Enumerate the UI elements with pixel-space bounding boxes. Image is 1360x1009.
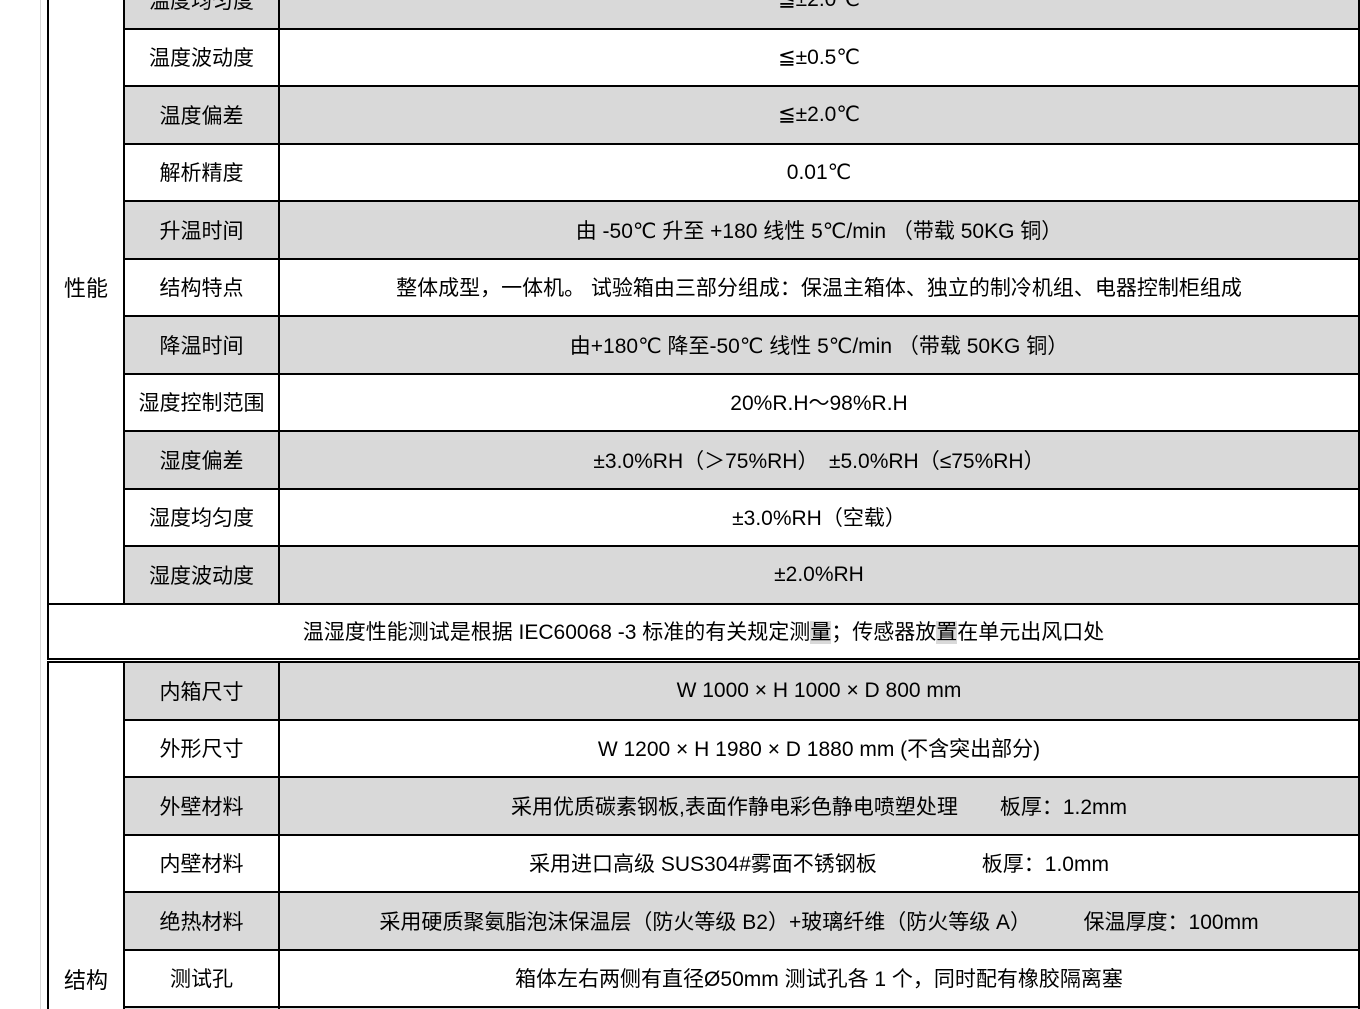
spec-row-value: 采用优质碳素钢板,表面作静电彩色静电喷塑处理 板厚：1.2mm <box>278 776 1360 836</box>
spec-row-label: 湿度波动度 <box>123 545 280 605</box>
note-text: 在单元出风口处 <box>957 621 1105 644</box>
spec-row-label: 绝热材料 <box>123 891 280 951</box>
table-row: 外形尺寸 W 1200 × H 1980 × D 1880 mm (不含突出部分) <box>48 718 1360 778</box>
spec-row-label: 测试孔 <box>123 948 280 1008</box>
performance-spec-table: 性能温度均匀度≦±2.0℃温度波动度≦±0.5℃温度偏差≦±2.0℃解析精度0.… <box>47 0 1360 660</box>
table-row: 测试孔 箱体左右两侧有直径Ø50mm 测试孔各 1 个，同时配有橡胶隔离塞 <box>48 948 1360 1008</box>
spec-row-label: 温度偏差 <box>123 85 280 145</box>
note-cell: 温湿度性能测试是根据 IEC60068 -3 标准的有关规定测量；传感器放置在单… <box>47 602 1360 660</box>
note-text: ；传感器放 <box>831 621 937 644</box>
table-row: 降温时间 由+180℃ 降至-50℃ 线性 5℃/min （带载 50KG 铜） <box>48 315 1360 375</box>
spec-row-value: 采用进口高级 SUS304#雾面不锈钢板 板厚：1.0mm <box>278 833 1360 893</box>
note-row: 温湿度性能测试是根据 IEC60068 -3 标准的有关规定测量；传感器放置在单… <box>47 602 1360 660</box>
table-row <box>48 1006 1360 1009</box>
spec-row-value: W 1000 × H 1000 × D 800 mm <box>278 661 1360 721</box>
table-row: 温度波动度 ≦±0.5℃ <box>48 27 1360 87</box>
spec-row-value: ≦±0.5℃ <box>278 27 1360 87</box>
spec-row-label: 外形尺寸 <box>123 718 280 778</box>
table-row: 湿度均匀度 ±3.0%RH（空载） <box>48 487 1360 547</box>
category-cell: 结构 <box>47 661 125 1009</box>
spec-row-value: W 1200 × H 1980 × D 1880 mm (不含突出部分) <box>278 718 1360 778</box>
spec-row-label: 湿度均匀度 <box>123 487 280 547</box>
spec-row-label: 解析精度 <box>123 142 280 202</box>
note-highlighted-char: 量 <box>810 621 832 644</box>
note-highlighted-char: 置 <box>936 621 958 644</box>
category-label: 性能 <box>63 276 108 302</box>
spec-row-value: 0.01℃ <box>278 142 1360 202</box>
spec-row-value: 整体成型，一体机。 试验箱由三部分组成：保温主箱体、独立的制冷机组、电器控制柜组… <box>278 257 1360 317</box>
spec-row-label: 降温时间 <box>123 315 280 375</box>
table-row: 内壁材料 采用进口高级 SUS304#雾面不锈钢板 板厚：1.0mm <box>48 833 1360 893</box>
table-row: 温度偏差 ≦±2.0℃ <box>48 85 1360 145</box>
spec-row-label: 湿度偏差 <box>123 430 280 490</box>
spec-row-label: 结构特点 <box>123 257 280 317</box>
table-row: 湿度控制范围 20%R.H～98%R.H <box>48 372 1360 432</box>
spec-row-value: ±3.0%RH（空载） <box>278 487 1360 547</box>
spec-row-value: ≦±2.0℃ <box>278 0 1360 30</box>
table-row: 解析精度 0.01℃ <box>48 142 1360 202</box>
table-row: 湿度偏差 ±3.0%RH（＞75%RH） ±5.0%RH（≤75%RH） <box>48 430 1360 490</box>
spec-row-value: 箱体左右两侧有直径Ø50mm 测试孔各 1 个，同时配有橡胶隔离塞 <box>278 948 1360 1008</box>
spec-row-label: 升温时间 <box>123 200 280 260</box>
spec-row-value: ≦±2.0℃ <box>278 85 1360 145</box>
table-row: 外壁材料 采用优质碳素钢板,表面作静电彩色静电喷塑处理 板厚：1.2mm <box>48 776 1360 836</box>
structure-spec-table: 结构 内箱尺寸 W 1000 × H 1000 × D 800 mm 外形尺寸 W 12… <box>47 661 1360 1009</box>
spec-row-value: 20%R.H～98%R.H <box>278 372 1360 432</box>
category-label: 结构 <box>63 968 108 993</box>
spec-row-label: 温度均匀度 <box>123 0 280 30</box>
spec-row-value: 由 -50℃ 升至 +180 线性 5℃/min （带载 50KG 铜） <box>278 200 1360 260</box>
table-row: 湿度波动度 ±2.0%RH <box>48 545 1360 605</box>
table-row: 升温时间由 -50℃ 升至 +180 线性 5℃/min （带载 50KG 铜） <box>48 200 1360 260</box>
spec-row-value <box>278 1006 1360 1009</box>
spec-row-label: 湿度控制范围 <box>123 372 280 432</box>
table-row: 结构特点 整体成型，一体机。 试验箱由三部分组成：保温主箱体、独立的制冷机组、电器… <box>48 257 1360 317</box>
spec-row-value: ±3.0%RH（＞75%RH） ±5.0%RH（≤75%RH） <box>278 430 1360 490</box>
spec-row-label: 内箱尺寸 <box>123 661 280 721</box>
spec-row-value: 由+180℃ 降至-50℃ 线性 5℃/min （带载 50KG 铜） <box>278 315 1360 375</box>
table-row: 结构 内箱尺寸 W 1000 × H 1000 × D 800 mm <box>47 661 1360 1009</box>
spec-row-label: 温度波动度 <box>123 27 280 87</box>
spec-row-label <box>123 1006 280 1009</box>
left-margin-hairline <box>40 0 41 1009</box>
spec-row-value: 采用硬质聚氨脂泡沫保温层（防火等级 B2）+玻璃纤维（防火等级 A） 保温厚度：… <box>278 891 1360 951</box>
spec-row-label: 内壁材料 <box>123 833 280 893</box>
category-cell: 性能 <box>47 0 125 605</box>
table-row: 绝热材料 采用硬质聚氨脂泡沫保温层（防火等级 B2）+玻璃纤维（防火等级 A） 保… <box>48 891 1360 951</box>
note-text: 温湿度性能测试是根据 IEC60068 -3 标准的有关规定测 <box>302 621 811 644</box>
spec-row-label: 外壁材料 <box>123 776 280 836</box>
spec-row-value: ±2.0%RH <box>278 545 1360 605</box>
